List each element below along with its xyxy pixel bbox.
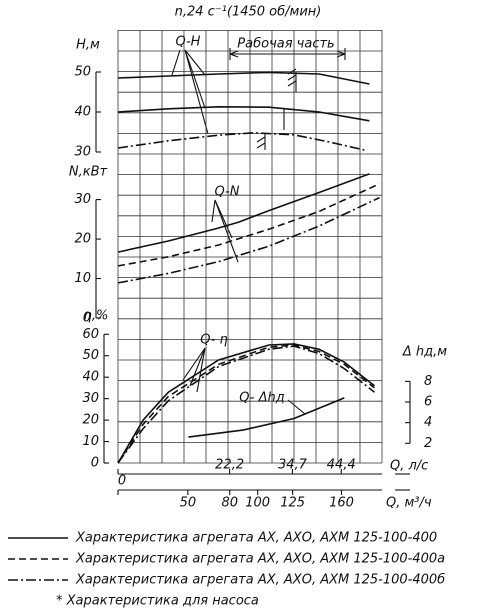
curve — [117, 71, 370, 85]
x-axis-label: Q, л/с — [390, 459, 428, 474]
y-axis-label: H,м — [76, 38, 100, 53]
y-tick-label: 20 — [82, 413, 99, 428]
curve — [117, 131, 365, 151]
layout — [171, 48, 410, 491]
y-tick-label: 50 — [74, 65, 91, 80]
y2-tick-label: 2 — [424, 436, 432, 451]
y-axis-label: η,% — [84, 309, 109, 324]
y2-axis-label: Δ hд,м — [402, 345, 447, 360]
y-tick-label: 50 — [82, 348, 99, 363]
y-tick-label: 0 — [83, 311, 91, 326]
x2-tick-label: 100 — [245, 496, 270, 511]
y2-tick-label: 8 — [424, 374, 432, 389]
curve — [117, 344, 375, 464]
x2-axis-label: Q, м³/ч — [386, 496, 432, 511]
curve — [117, 196, 380, 284]
y-tick-label: 0 — [91, 456, 99, 471]
y-tick-label: 60 — [82, 327, 99, 342]
curve — [117, 105, 370, 122]
curve — [117, 345, 375, 464]
x2-tick-label: 80 — [221, 496, 238, 511]
curve — [188, 397, 345, 438]
annotation: Q-N — [215, 185, 240, 200]
x2-tick-label: 125 — [280, 496, 305, 511]
annotation: Q-H — [176, 35, 201, 50]
x-tick-label: 34,7 — [278, 458, 308, 473]
curve — [117, 343, 375, 464]
y-axis-label: N,кВт — [69, 165, 108, 180]
x-tick-label: 44,4 — [327, 458, 356, 473]
y-tick-label: 40 — [74, 105, 91, 120]
curve — [117, 183, 380, 267]
legend-label: Характеристика агрегата АХ, АХО, АХМ 125… — [75, 552, 445, 567]
y-tick-label: 10 — [82, 434, 99, 449]
y-tick-label: 30 — [74, 145, 91, 160]
y-tick-label: 10 — [74, 271, 91, 286]
y-tick-label: 40 — [82, 370, 99, 385]
annotation: Рабочая часть — [237, 37, 334, 52]
y2-tick-label: 4 — [424, 415, 432, 430]
legend-label: * Характеристика для насоса — [56, 594, 259, 609]
y-tick-label: 30 — [82, 391, 99, 406]
curve — [117, 173, 370, 253]
y-tick-label: 20 — [74, 232, 91, 247]
x2-tick-label: 160 — [329, 496, 354, 511]
x-tick-label: 0 — [118, 474, 126, 489]
annotation: Q- Δhд — [239, 391, 284, 406]
chart-title: n,24 с⁻¹(1450 об/мин) — [175, 5, 322, 20]
legend-label: Характеристика агрегата АХ, АХО, АХМ 125… — [75, 573, 445, 588]
legend-label: Характеристика агрегата АХ, АХО, АХМ 125… — [75, 531, 437, 546]
annotation: Q- η — [200, 333, 228, 348]
x-tick-label: 22,2 — [215, 458, 244, 473]
y-tick-label: 30 — [74, 192, 91, 207]
x2-tick-label: 50 — [180, 496, 197, 511]
y2-tick-label: 6 — [424, 395, 432, 410]
